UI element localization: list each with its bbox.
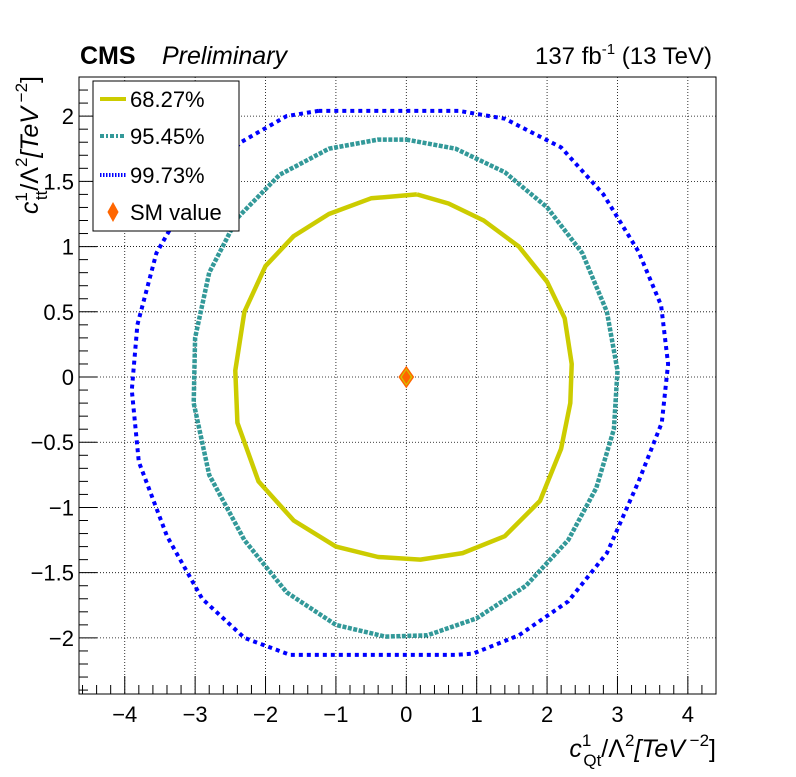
- contour-99: [129, 108, 671, 657]
- legend-label-95: 95.45%: [130, 124, 205, 149]
- y-title-sup2: 2: [12, 158, 31, 167]
- lumi-value: 137 fb: [535, 43, 602, 70]
- y-title-close: ]: [16, 76, 44, 83]
- preliminary-label: Preliminary: [162, 42, 289, 70]
- x-tick-label: −4: [112, 702, 137, 727]
- legend: 68.27% 95.45% 99.73% SM value: [92, 80, 240, 232]
- x-title-sup: 1: [582, 731, 591, 750]
- y-title-sup: 1: [12, 192, 31, 201]
- x-tick-label: −3: [183, 702, 208, 727]
- contour-68: [233, 192, 574, 562]
- legend-marker-sm: [107, 201, 119, 223]
- lumi-energy: (13 TeV): [615, 43, 712, 70]
- x-title-sub: Qt: [583, 751, 601, 770]
- x-title-close: ]: [709, 735, 716, 763]
- y-title-unit-exp: −2: [12, 83, 31, 107]
- x-tick-label: 0: [400, 702, 412, 727]
- y-title-sub: tt: [32, 190, 51, 200]
- x-tick-label: −1: [323, 702, 348, 727]
- x-tick-label: −2: [253, 702, 278, 727]
- x-title-unit: [TeV: [633, 735, 687, 763]
- y-tick-label: 2: [62, 104, 74, 129]
- y-tick-label: 0.5: [43, 300, 74, 325]
- y-title-unit: [TeV: [16, 105, 44, 159]
- cms-label: CMS: [80, 42, 136, 70]
- ticks: −4 −3 −2 −1 0 1 2 3 4 −2 −1.5 −1 −0.5 0 0.5 1 1.5 2: [31, 89, 703, 727]
- legend-label-sm: SM value: [130, 200, 222, 225]
- x-tick-label: 2: [541, 702, 553, 727]
- y-tick-label: 1: [62, 235, 74, 260]
- x-axis-title: c1 Qt/Λ2[TeV −2]: [569, 731, 716, 770]
- contour-95: [191, 137, 620, 639]
- x-title-sup2: 2: [625, 731, 634, 750]
- x-tick-label: 1: [471, 702, 483, 727]
- y-axis-title: c1tt/Λ2[TeV −2]: [12, 76, 51, 214]
- x-title-mid: /Λ: [601, 735, 625, 763]
- y-title-mid: /Λ: [16, 167, 44, 191]
- y-tick-label: 0: [62, 365, 74, 390]
- lumi-label: 137 fb-1 (13 TeV): [535, 41, 712, 70]
- legend-label-68: 68.27%: [130, 87, 205, 112]
- y-tick-label: 1.5: [43, 169, 74, 194]
- legend-box: [92, 80, 240, 232]
- y-tick-label: −1: [49, 495, 74, 520]
- y-title-base: c: [16, 201, 44, 214]
- y-tick-label: −1.5: [31, 561, 74, 586]
- sm-point-marker: [401, 370, 411, 385]
- x-tick-label: 4: [682, 702, 694, 727]
- x-title-base: c: [569, 735, 582, 763]
- plot-frame: [78, 76, 717, 695]
- x-title-unit-exp: −2: [685, 731, 709, 750]
- y-tick-label: −0.5: [31, 430, 74, 455]
- lumi-exponent: -1: [602, 41, 615, 58]
- legend-label-99: 99.73%: [130, 163, 205, 188]
- y-tick-label: −2: [49, 626, 74, 651]
- x-tick-label: 3: [611, 702, 623, 727]
